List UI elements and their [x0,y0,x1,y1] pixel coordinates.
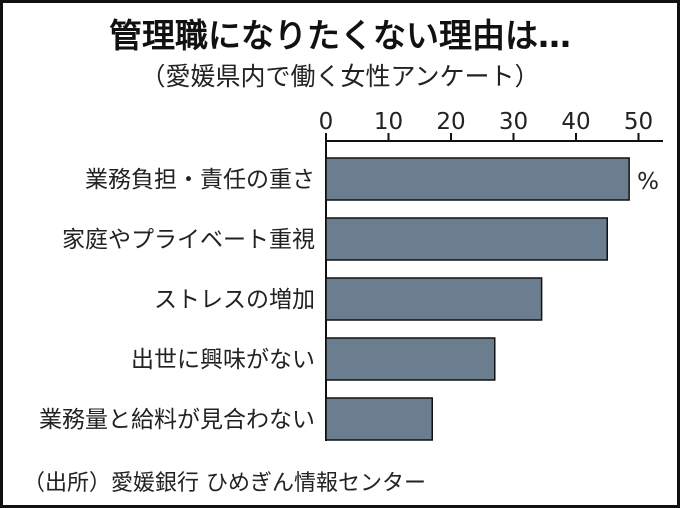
x-tick-label: 50 [624,109,653,135]
category-label: 業務量と給料が見合わない [39,407,315,433]
chart-subtitle: （愛媛県内で働く女性アンケート） [140,62,540,91]
bar [325,337,496,381]
x-tick-label: 40 [561,109,590,135]
bar [325,277,543,321]
x-tick-label: 10 [374,109,403,135]
x-tick-label: 30 [499,109,528,135]
category-label: 家庭やプライベート重視 [62,227,315,253]
bar-chart: 0 10 20 30 40 50 業務負担・責任の重さ家庭やプライベート重視ストレスの増加出… [39,109,663,441]
category-label: 業務負担・責任の重さ [85,167,315,193]
x-tick-label: 0 [319,109,334,135]
category-label: ストレスの増加 [154,287,315,313]
x-tick-label: 20 [436,109,465,135]
category-label: 出世に興味がない [131,347,315,373]
bar [325,397,433,441]
bar [325,157,630,201]
chart-title: 管理職になりたくない理由は… [109,16,571,55]
source-note: （出所）愛媛銀行 ひめぎん情報センター [23,471,426,496]
unit-label: % [637,169,659,195]
bar [325,217,608,261]
